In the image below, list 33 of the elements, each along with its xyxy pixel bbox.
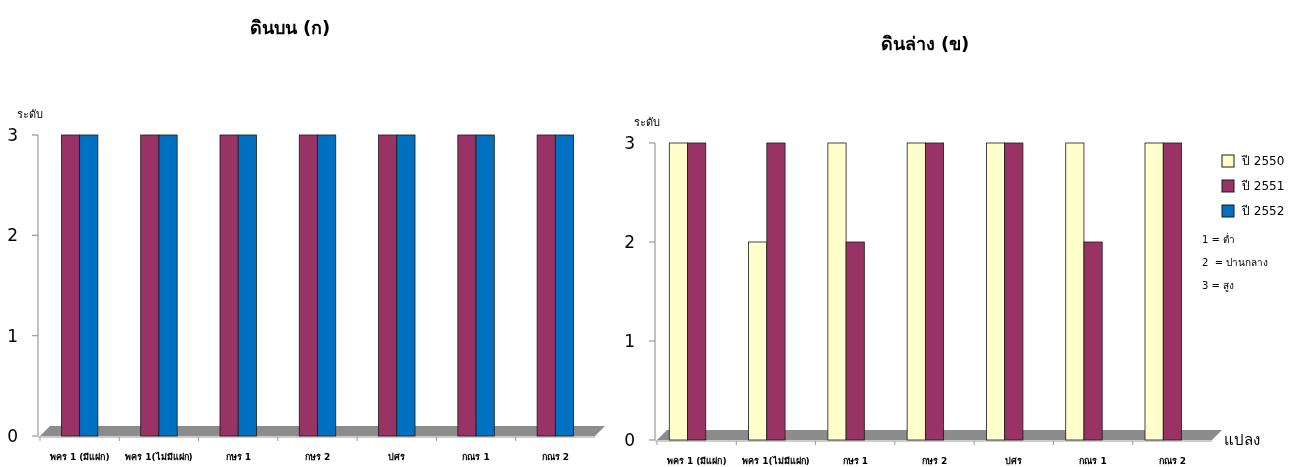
legend-label: ปี 2552	[1241, 204, 1285, 219]
y-tick-label: 0	[7, 425, 18, 446]
y-tick-label: 0	[624, 429, 635, 450]
y-tick-label: 1	[7, 325, 18, 346]
y-tick-label: 3	[624, 132, 635, 153]
x-tick-label: กณร 2	[541, 452, 570, 462]
x-tick-label: พคร 1 (มีแฝก)	[666, 456, 727, 466]
x-tick-label: กณร 1	[462, 452, 490, 462]
x-tick-label: พคร 1(ไม่มีแฝก)	[125, 451, 193, 462]
chart-title: ดินล่าง (ข)	[880, 33, 970, 54]
x-tick-label: กษร 2	[921, 456, 948, 466]
x-tick-label: กษร 1	[842, 456, 868, 466]
chart-title: ดินบน (ก)	[249, 17, 331, 38]
y-tick-label: 2	[7, 225, 18, 246]
y-axis-title: ระดับ	[634, 116, 660, 129]
y-tick-label: 1	[624, 330, 635, 351]
y-axis-title: ระดับ	[17, 108, 43, 121]
x-axis-title: แปลง	[1224, 431, 1260, 450]
x-tick-label: กษร 1	[225, 452, 251, 462]
x-tick-label: พคร 1(ไม่มีแฝก)	[742, 455, 810, 466]
y-tick-label: 3	[7, 124, 18, 145]
legend-label: ปี 2550	[1241, 154, 1285, 169]
annotation: 2 = ปานกลาง	[1202, 257, 1269, 268]
y-tick-label: 2	[624, 231, 635, 252]
x-tick-label: พคร 1 (มีแฝก)	[49, 452, 110, 462]
annotation: 3 = สูง	[1202, 280, 1235, 292]
x-tick-label: กณร 2	[1158, 456, 1187, 466]
annotation: 1 = ต่ำ	[1202, 232, 1236, 245]
x-tick-label: กณร 1	[1079, 456, 1107, 466]
x-tick-label: ปศร	[388, 452, 406, 462]
x-tick-label: ปศร	[1005, 456, 1023, 466]
x-tick-label: กษร 2	[304, 452, 331, 462]
legend-label: ปี 2551	[1241, 179, 1285, 194]
